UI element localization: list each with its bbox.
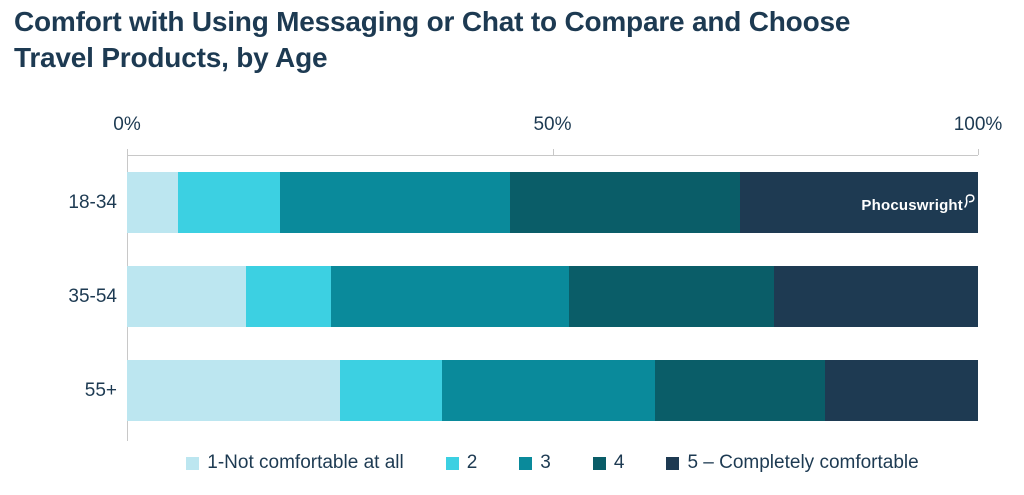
legend-item: 2 bbox=[445, 452, 478, 474]
chart-title-line2: Travel Products, by Age bbox=[14, 42, 328, 73]
phocuswright-mark-icon bbox=[964, 194, 975, 208]
bar-segment bbox=[127, 172, 179, 233]
legend-label: 1-Not comfortable at all bbox=[207, 452, 404, 473]
x-axis-tick-mark bbox=[127, 149, 128, 155]
bar-segment bbox=[773, 266, 978, 327]
bar-row bbox=[127, 360, 978, 421]
chart-title-line1: Comfort with Using Messaging or Chat to … bbox=[14, 6, 851, 37]
bar-segment bbox=[178, 172, 281, 233]
legend-label: 3 bbox=[540, 452, 551, 473]
legend-label: 4 bbox=[613, 452, 625, 473]
x-axis-tick-label: 50% bbox=[533, 114, 572, 135]
bar-segment bbox=[739, 172, 978, 233]
phocuswright-logo: Phocuswright bbox=[855, 194, 975, 216]
category-label: 35-54 bbox=[68, 286, 117, 307]
legend-swatch-icon bbox=[186, 456, 200, 470]
bar-segment bbox=[246, 266, 332, 327]
legend-item: 1-Not comfortable at all bbox=[186, 452, 404, 474]
x-axis-tick-mark bbox=[552, 149, 554, 155]
bar-segment bbox=[569, 266, 774, 327]
category-label: 55+ bbox=[84, 380, 117, 401]
legend-item: 5 – Completely comfortable bbox=[666, 452, 919, 474]
bar-segment bbox=[280, 172, 510, 233]
bar-row bbox=[127, 172, 978, 233]
bar-segment bbox=[509, 172, 740, 233]
bar-segment bbox=[339, 360, 442, 421]
x-axis-tick-mark bbox=[978, 149, 979, 155]
category-label: 18-34 bbox=[68, 192, 117, 213]
bar-segment bbox=[654, 360, 825, 421]
legend-item: 4 bbox=[592, 452, 625, 474]
legend-label: 2 bbox=[466, 452, 478, 473]
legend-swatch-icon bbox=[666, 456, 680, 470]
bar-segment bbox=[127, 360, 340, 421]
bar-row bbox=[127, 266, 978, 327]
legend-swatch-icon bbox=[445, 456, 459, 470]
x-axis-tick-label: 0% bbox=[113, 114, 141, 135]
bar-segment bbox=[824, 360, 978, 421]
chart-title: Comfort with Using Messaging or Chat to … bbox=[14, 4, 1004, 76]
x-axis-tick-label: 100% bbox=[953, 114, 1003, 135]
legend-label: 5 – Completely comfortable bbox=[687, 452, 919, 473]
phocuswright-logo-text: Phocuswright bbox=[861, 196, 963, 214]
x-axis-line bbox=[127, 155, 978, 156]
bar-segment bbox=[331, 266, 570, 327]
bar-segment bbox=[441, 360, 655, 421]
legend-swatch-icon bbox=[592, 456, 606, 470]
legend-item: 3 bbox=[519, 452, 551, 474]
bar-segment bbox=[127, 266, 247, 327]
legend-swatch-icon bbox=[519, 456, 533, 470]
legend: 1-Not comfortable at all 2 3 4 5 – Completel… bbox=[127, 452, 978, 474]
